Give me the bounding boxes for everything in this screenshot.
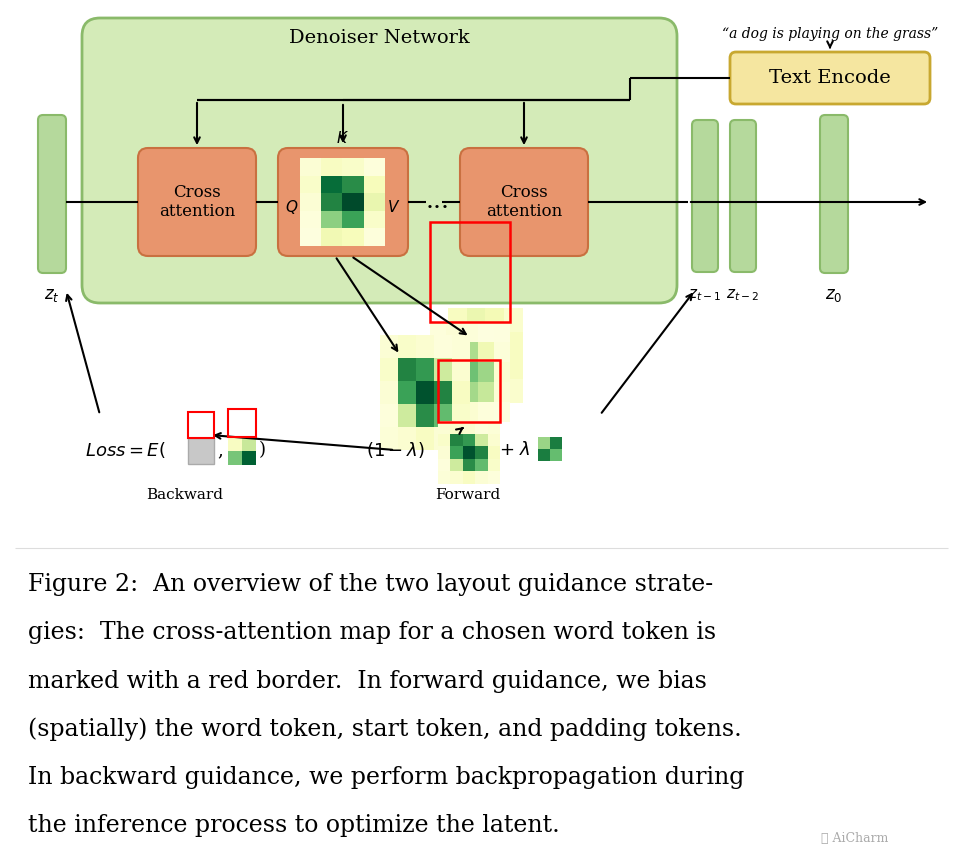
Text: $z_t$: $z_t$ [44,287,60,304]
FancyBboxPatch shape [460,148,588,256]
FancyBboxPatch shape [692,120,718,272]
Text: “a dog is playing on the grass”: “a dog is playing on the grass” [722,27,938,41]
Text: In backward guidance, we perform backpropagation during: In backward guidance, we perform backpro… [28,765,744,789]
Text: Text Encode: Text Encode [769,69,891,87]
Bar [438,360,500,422]
Text: $K$: $K$ [336,130,350,146]
Text: Ⓜ AiCharm: Ⓜ AiCharm [821,831,889,845]
Bar [188,412,214,438]
Text: Backward: Backward [146,488,223,502]
Text: ): ) [258,441,266,459]
Text: Denoiser Network: Denoiser Network [289,29,469,47]
Text: $(1-\lambda)$: $(1-\lambda)$ [366,440,425,460]
Text: $z_{t-1}$: $z_{t-1}$ [689,287,721,303]
Text: marked with a red border.  In forward guidance, we bias: marked with a red border. In forward gui… [28,670,707,692]
Text: $\mathit{Loss} = E($: $\mathit{Loss} = E($ [85,440,166,460]
FancyBboxPatch shape [820,115,848,273]
FancyBboxPatch shape [82,18,677,303]
Bar [188,438,214,464]
Text: gies:  The cross-attention map for a chosen word token is: gies: The cross-attention map for a chos… [28,621,716,645]
Bar [430,222,510,322]
Text: $z_{t-2}$: $z_{t-2}$ [726,287,760,303]
Text: $Q$: $Q$ [285,198,299,216]
Text: $+\ \lambda$: $+\ \lambda$ [499,441,531,459]
Bar [228,409,256,437]
Text: Cross
attention: Cross attention [486,184,562,220]
Text: ,: , [217,441,222,459]
Text: $V$: $V$ [387,199,401,215]
Text: the inference process to optimize the latent.: the inference process to optimize the la… [28,814,560,836]
FancyBboxPatch shape [138,148,256,256]
FancyBboxPatch shape [278,148,408,256]
Text: ...: ... [426,191,450,213]
FancyBboxPatch shape [730,52,930,104]
Text: Forward: Forward [435,488,501,502]
FancyBboxPatch shape [730,120,756,272]
FancyBboxPatch shape [38,115,66,273]
Text: $z_0$: $z_0$ [825,287,843,304]
Text: (spatially) the word token, start token, and padding tokens.: (spatially) the word token, start token,… [28,717,742,740]
Text: Cross
attention: Cross attention [159,184,235,220]
Text: Figure 2:  An overview of the two layout guidance strate-: Figure 2: An overview of the two layout … [28,574,714,596]
